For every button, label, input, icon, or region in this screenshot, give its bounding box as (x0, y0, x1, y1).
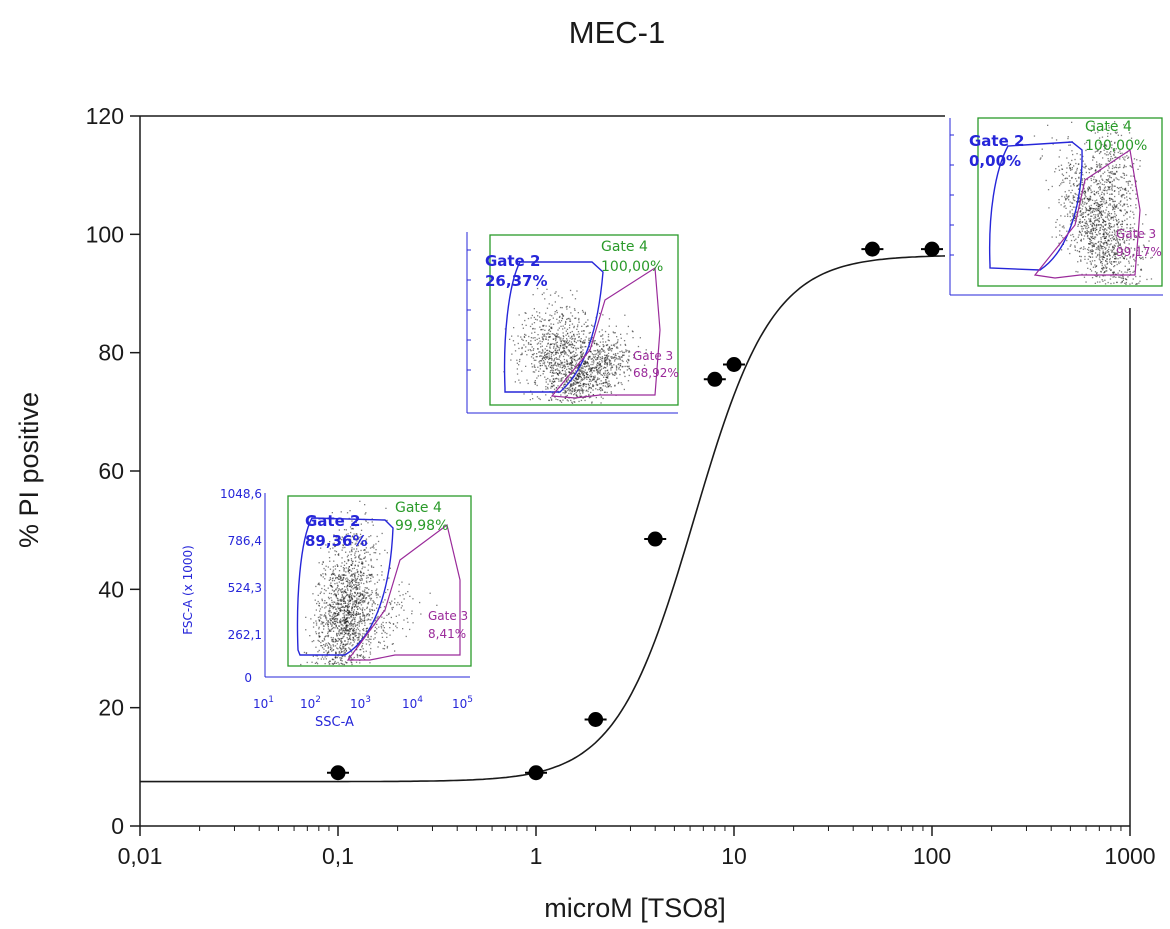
gate-4-box (287, 495, 472, 667)
x-tick-label: 0,1 (322, 843, 354, 869)
y-tick-label: 20 (98, 695, 124, 721)
cell-density-cloud (503, 287, 647, 404)
gate-3-outline (1033, 148, 1141, 279)
data-point (644, 531, 667, 547)
svg-text:102: 102 (300, 695, 321, 711)
x-axis-label: microM [TSO8] (544, 893, 726, 923)
gate-3-label: Gate 3 (633, 349, 673, 363)
y-tick-label: 120 (86, 103, 124, 129)
gate-4-box (977, 117, 1163, 287)
data-point (861, 241, 884, 257)
y-tick-label: 60 (98, 458, 124, 484)
gate-4-value: 99,98% (395, 518, 448, 534)
x-tick-label: 10 (721, 843, 747, 869)
gate-2-value: 26,37% (485, 272, 547, 290)
gate-3-outline (346, 523, 461, 661)
inset-y-tick: 262,1 (228, 628, 262, 642)
inset-y-tick: 1048,6 (220, 487, 262, 501)
y-tick-label: 0 (111, 813, 124, 839)
x-tick-label: 1000 (1104, 843, 1155, 869)
gate-2-label: Gate 2 (305, 512, 360, 530)
gate-4-box (489, 234, 679, 406)
y-axis: 0 20 40 60 80 100 120 (86, 103, 141, 839)
gate-2-outline (988, 141, 1083, 271)
svg-text:101: 101 (253, 695, 274, 711)
gate-2-outline (296, 517, 394, 656)
data-point (921, 241, 943, 257)
data-point (525, 765, 547, 781)
inset-y-tick: 0 (244, 671, 252, 685)
gate-2-label: Gate 2 (969, 132, 1024, 150)
inset-x-axis-label: SSC-A (315, 715, 354, 730)
svg-text:103: 103 (350, 695, 371, 711)
data-point (327, 765, 349, 781)
gate-3-value: 8,41% (428, 627, 466, 641)
gate-3-value: 99,17% (1116, 245, 1162, 259)
flow-inset-1: Gate 2 89,36% Gate 4 99,98% Gate 3 8,41%… (181, 487, 475, 730)
gate-3-label: Gate 3 (1116, 227, 1156, 241)
x-axis: 0,01 0,1 1 10 100 1000 (118, 825, 1156, 869)
inset-y-axis-label: FSC-A (x 1000) (181, 545, 195, 635)
cell-density-cloud (300, 500, 438, 666)
svg-text:104: 104 (402, 695, 423, 711)
data-point (584, 712, 607, 727)
y-tick-label: 100 (86, 221, 124, 247)
gate-4-value: 100,00% (1085, 138, 1147, 154)
gate-2-value: 0,00% (969, 152, 1021, 170)
data-point (703, 371, 726, 387)
gate-2-label: Gate 2 (485, 252, 540, 270)
gate-4-label: Gate 4 (1085, 119, 1132, 135)
y-tick-label: 80 (98, 340, 124, 366)
data-points-layer (327, 241, 943, 781)
cell-density-cloud (1033, 121, 1153, 285)
chart-title: MEC-1 (569, 15, 665, 50)
flow-inset-2: Gate 2 26,37% Gate 4 100,00% Gate 3 68,9… (465, 230, 683, 430)
gate-4-label: Gate 4 (395, 500, 442, 516)
y-tick-label: 40 (98, 576, 124, 602)
gate-4-label: Gate 4 (601, 239, 648, 255)
gate-3-label: Gate 3 (428, 609, 468, 623)
gate-3-value: 68,92% (633, 366, 679, 380)
x-tick-label: 100 (913, 843, 951, 869)
inset-y-tick: 786,4 (228, 534, 262, 548)
gate-4-value: 100,00% (601, 259, 663, 275)
gate-2-outline (503, 261, 604, 393)
svg-text:105: 105 (452, 695, 473, 711)
gate-3-outline (550, 266, 661, 399)
y-axis-label: % PI positive (14, 392, 44, 548)
gate-2-value: 89,36% (305, 532, 367, 550)
inset-y-tick: 524,3 (228, 581, 262, 595)
x-tick-label: 0,01 (118, 843, 163, 869)
inset-x-ticks: 101 102 103 104 105 (253, 695, 473, 711)
data-point (723, 357, 745, 372)
flow-inset-3: Gate 2 0,00% Gate 4 100,00% Gate 3 99,17… (945, 112, 1167, 308)
x-tick-label: 1 (530, 843, 543, 869)
